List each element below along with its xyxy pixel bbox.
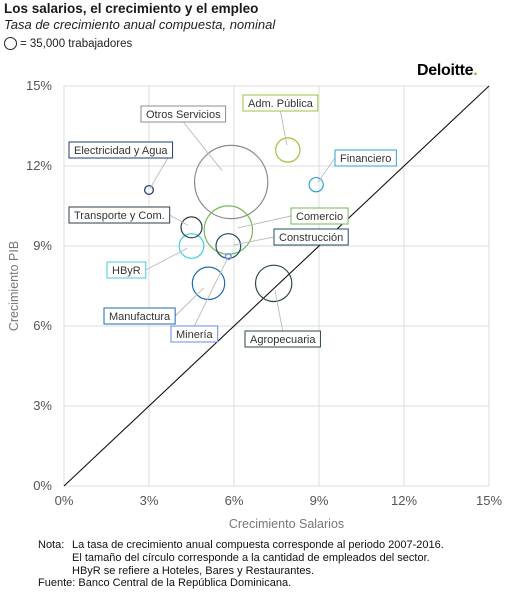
nota-label: Nota: — [38, 539, 65, 551]
size-legend: = 35,000 trabajadores — [4, 37, 132, 50]
label-box-manufactura — [103, 307, 176, 325]
x-tick-label: 12% — [391, 493, 417, 508]
bubble-electricidad-y-agua — [143, 184, 155, 196]
label-box-electricidad-y-agua — [68, 141, 174, 159]
fuente-text: Banco Central de la República Dominicana… — [78, 577, 292, 590]
fuente-label: Fuente: — [38, 577, 76, 590]
leader-line-adm-publica — [279, 110, 288, 146]
x-tick-label: 6% — [225, 493, 244, 508]
leader-line-construccion — [233, 236, 275, 246]
bubble-transporte-y-com — [180, 216, 203, 239]
label-box-construccion — [273, 228, 349, 246]
label-box-financiero — [334, 149, 397, 167]
label-comercio: Comercio — [296, 211, 343, 223]
label-box-agropecuaria — [244, 330, 321, 348]
nota-line-2: El tamaño del círculo corresponde a la c… — [72, 551, 430, 564]
y-tick-label: 9% — [33, 238, 52, 253]
bubble-adm-publica — [275, 137, 301, 163]
label-box-otros-servicios — [140, 105, 227, 123]
label-box-hbyr — [106, 261, 147, 279]
nota-line-1: La tasa de crecimiento anual compuesta c… — [72, 539, 444, 551]
label-box-adm-publica — [242, 94, 319, 112]
label-hbyr: HByR — [112, 265, 141, 277]
label-box-comercio — [290, 207, 349, 225]
x-tick-label: 15% — [476, 493, 502, 508]
logo-text: Deloitte — [417, 62, 474, 79]
bubble-financiero — [308, 176, 324, 193]
label-electricidad-y-agua: Electricidad y Agua — [74, 145, 168, 157]
label-financiero: Financiero — [340, 153, 391, 165]
bubble-comercio — [203, 205, 254, 255]
label-transporte-y-com: Transporte y Com. — [74, 210, 165, 222]
label-mineria: Minería — [176, 329, 214, 341]
label-otros-servicios: Otros Servicios — [146, 109, 221, 121]
label-manufactura: Manufactura — [109, 311, 171, 323]
leader-line-financiero — [317, 157, 336, 183]
label-adm-publica: Adm. Pública — [248, 98, 314, 110]
deloitte-logo: Deloitte. — [417, 62, 478, 80]
leader-line-hbyr — [145, 247, 188, 271]
x-tick-label: 9% — [310, 493, 329, 508]
logo-dot: . — [473, 62, 478, 79]
y-tick-label: 12% — [26, 158, 52, 173]
bubble-construccion — [215, 233, 242, 259]
y-tick-label: 0% — [33, 478, 52, 493]
y-tick-label: 3% — [33, 398, 52, 413]
bubble-otros-servicios — [193, 144, 269, 220]
label-box-transporte-y-com — [68, 206, 171, 224]
reference-line-diagonal — [63, 85, 490, 487]
y-tick-label: 6% — [33, 318, 52, 333]
x-tick-label: 0% — [55, 493, 74, 508]
leader-line-otros-servicios — [182, 121, 223, 171]
label-box-mineria — [170, 325, 219, 343]
bubble-agropecuaria — [254, 264, 293, 303]
y-axis-label: Crecimiento PIB — [7, 241, 21, 331]
footnotes: Nota: La tasa de crecimiento anual compue… — [38, 539, 444, 590]
x-tick-label: 3% — [140, 493, 159, 508]
nota-line-3: HByR se refiere a Hoteles, Bares y Resta… — [72, 564, 315, 577]
chart-title: Los salarios, el crecimiento y el empleo — [4, 1, 259, 16]
size-legend-text: = 35,000 trabajadores — [20, 37, 133, 50]
y-tick-label: 15% — [26, 78, 52, 93]
bubble-hbyr — [178, 233, 205, 259]
size-legend-circle-icon — [4, 37, 17, 50]
leader-line-manufactura — [174, 287, 205, 317]
chart-subtitle: Tasa de crecimiento anual compuesta, nom… — [4, 17, 276, 32]
bubble-mineria — [224, 253, 232, 261]
label-construccion: Construcción — [279, 232, 343, 244]
bubble-manufactura — [191, 266, 226, 301]
leader-line-comercio — [237, 215, 292, 229]
label-agropecuaria: Agropecuaria — [250, 334, 316, 346]
x-axis-label: Crecimiento Salarios — [229, 517, 344, 531]
leader-line-mineria — [193, 257, 229, 327]
leader-line-transporte-y-com — [169, 214, 189, 226]
leader-line-agropecuaria — [274, 290, 284, 332]
